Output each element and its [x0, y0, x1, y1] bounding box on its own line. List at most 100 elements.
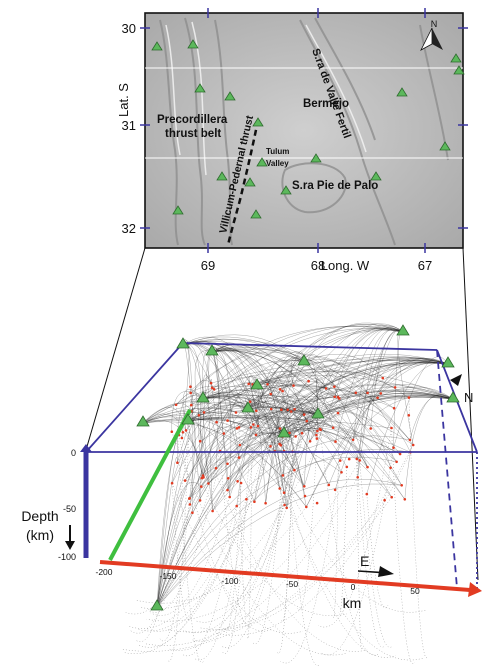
box-stations	[136, 324, 460, 611]
event-point	[337, 397, 341, 400]
depth-down-arrow-icon	[65, 525, 75, 550]
ray-path	[202, 395, 414, 446]
ray-path	[182, 341, 329, 485]
event-point	[249, 426, 253, 429]
station-marker	[453, 65, 465, 75]
event-point	[188, 497, 191, 500]
ray-path	[142, 412, 290, 434]
ray-path	[190, 385, 285, 435]
station-marker	[439, 141, 451, 151]
event-point	[183, 479, 187, 482]
event-point	[376, 396, 379, 400]
ray-path	[175, 404, 204, 663]
ray-path	[304, 327, 404, 487]
x-tick-0: 0	[351, 582, 356, 592]
event-point	[170, 430, 174, 434]
ray-path	[321, 447, 394, 656]
event-point	[180, 436, 184, 440]
x-tick-minus50: -50	[286, 579, 299, 589]
station-marker	[224, 91, 236, 101]
ray-path	[191, 326, 404, 412]
ray-path	[156, 408, 205, 608]
event-point	[184, 429, 188, 432]
event-point	[381, 376, 385, 380]
label-precordillera-1: Precordillera	[157, 114, 228, 126]
event-point	[189, 385, 192, 389]
ray-path	[377, 386, 454, 400]
ray-path	[211, 350, 259, 427]
ray-path	[333, 398, 340, 618]
event-point	[315, 433, 318, 437]
ray-path	[142, 417, 392, 429]
east-label: E	[360, 553, 369, 569]
ray-path	[289, 390, 454, 434]
event-point	[252, 423, 255, 426]
ray-path	[156, 410, 205, 608]
ray-path	[247, 397, 283, 437]
ray-path	[146, 460, 360, 622]
event-point	[366, 465, 369, 469]
ray-path	[254, 359, 449, 502]
ray-path	[227, 361, 449, 491]
event-point	[293, 468, 296, 472]
ray-paths	[122, 322, 454, 666]
ray-path	[253, 328, 404, 425]
event-point	[278, 427, 282, 430]
ray-path	[202, 405, 249, 476]
event-point	[395, 460, 398, 464]
ray-path	[202, 397, 280, 489]
ray-path	[156, 456, 397, 608]
ray-path	[283, 423, 368, 468]
ray-path	[142, 415, 411, 453]
ray-path	[409, 394, 454, 440]
depth-label-2: (km)	[26, 527, 54, 543]
event-point	[379, 392, 383, 395]
station-marker	[446, 391, 460, 403]
station-marker	[244, 177, 256, 187]
ray-path	[189, 410, 319, 499]
x-tick-minus100: -100	[221, 576, 238, 586]
event-point	[201, 474, 205, 477]
event-point	[316, 429, 319, 433]
ray-path	[279, 386, 454, 429]
label-tulum-2: Valley	[266, 159, 289, 168]
ray-path	[352, 395, 454, 440]
relief-highlights	[165, 21, 367, 176]
lon-tick-67: 67	[418, 258, 432, 273]
station-marker	[150, 599, 164, 611]
villicum-pedernal-fault	[226, 119, 260, 246]
ray-path	[156, 479, 402, 608]
ray-path	[408, 397, 429, 659]
north-axis	[108, 409, 192, 561]
ray-path	[167, 392, 191, 662]
ray-path	[144, 477, 358, 646]
event-point	[237, 426, 241, 429]
event-point	[318, 427, 322, 431]
event-point	[393, 386, 397, 389]
station-marker	[297, 354, 311, 366]
ray-path	[187, 417, 401, 455]
ray-path	[189, 362, 449, 499]
x-tick-minus150: -150	[159, 571, 176, 581]
ray-path	[253, 359, 449, 425]
event-point	[176, 461, 179, 465]
ray-path	[194, 350, 213, 416]
label-precordillera-2: thrust belt	[165, 128, 221, 140]
ray-path	[249, 375, 258, 411]
event-point	[226, 477, 230, 480]
ray-path	[142, 416, 255, 502]
ray-path	[283, 428, 405, 500]
ray-path	[171, 483, 303, 634]
ray-path	[156, 435, 410, 608]
event-point	[222, 432, 226, 435]
event-point	[407, 396, 411, 399]
event-point	[340, 471, 343, 474]
event-point	[254, 409, 258, 413]
event-point	[264, 501, 267, 505]
ray-path	[142, 421, 307, 508]
event-point	[237, 456, 241, 459]
event-point	[338, 459, 342, 462]
depth-label-1: Depth	[21, 508, 58, 524]
event-point	[293, 408, 296, 411]
event-point	[198, 499, 202, 502]
